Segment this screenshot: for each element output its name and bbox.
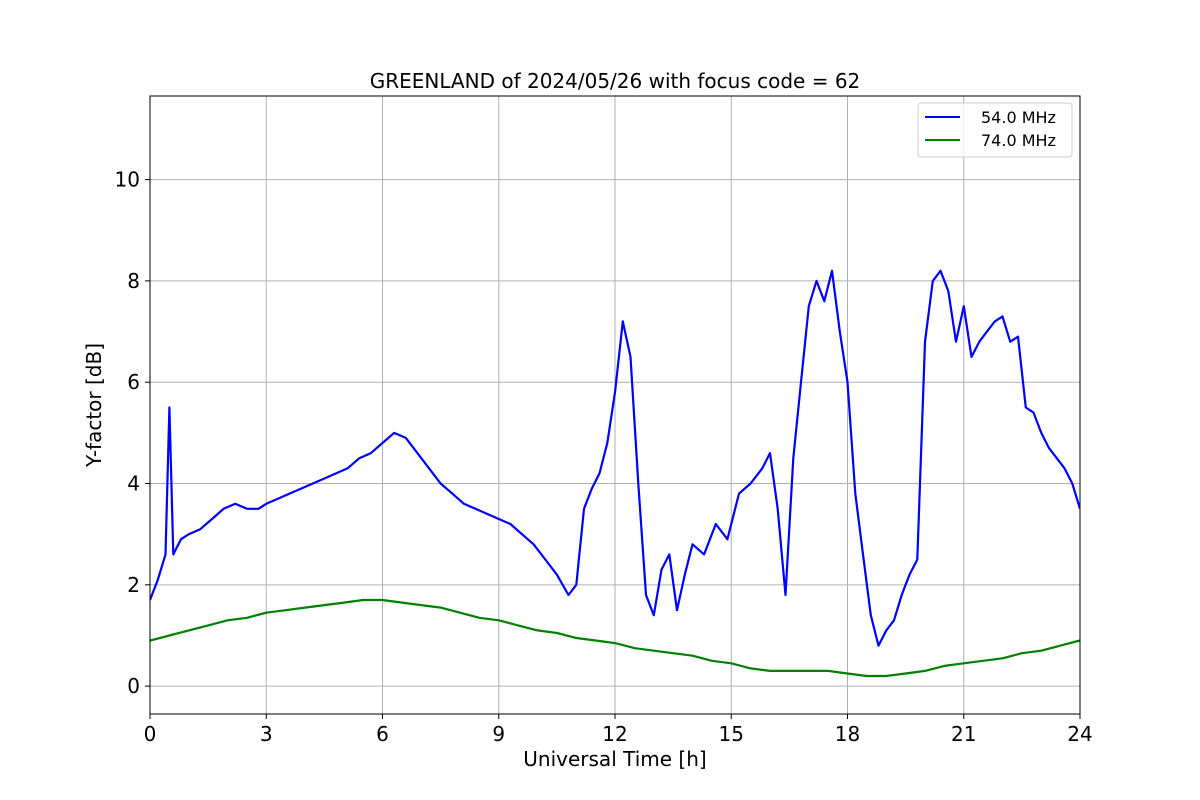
x-tick-label: 9 bbox=[492, 722, 505, 746]
x-tick-label: 24 bbox=[1067, 722, 1092, 746]
x-axis: 0 3 6 9 12 15 18 21 24 bbox=[144, 714, 1093, 746]
y-tick-label: 8 bbox=[127, 269, 140, 293]
x-tick-label: 6 bbox=[376, 722, 389, 746]
x-tick-label: 12 bbox=[602, 722, 627, 746]
y-tick-label: 4 bbox=[127, 472, 140, 496]
x-tick-label: 0 bbox=[144, 722, 157, 746]
y-tick-label: 0 bbox=[127, 674, 140, 698]
y-axis: 0 2 4 6 8 10 bbox=[115, 168, 150, 698]
y-tick-label: 6 bbox=[127, 370, 140, 394]
x-tick-label: 18 bbox=[835, 722, 860, 746]
legend: 54.0 MHz 74.0 MHz bbox=[917, 102, 1073, 158]
x-tick-label: 15 bbox=[719, 722, 744, 746]
x-tick-label: 3 bbox=[260, 722, 273, 746]
series-group bbox=[150, 269, 1080, 678]
legend-label-74mhz: 74.0 MHz bbox=[981, 131, 1056, 150]
chart-title: GREENLAND of 2024/05/26 with focus code … bbox=[370, 69, 861, 93]
x-axis-label: Universal Time [h] bbox=[523, 747, 706, 771]
series-line-54mhz bbox=[150, 269, 1080, 647]
series-line-74mhz bbox=[150, 598, 1080, 678]
x-tick-label: 21 bbox=[951, 722, 976, 746]
y-axis-label: Y-factor [dB] bbox=[82, 343, 106, 468]
legend-label-54mhz: 54.0 MHz bbox=[981, 108, 1056, 127]
y-tick-label: 10 bbox=[115, 168, 140, 192]
y-tick-label: 2 bbox=[127, 573, 140, 597]
